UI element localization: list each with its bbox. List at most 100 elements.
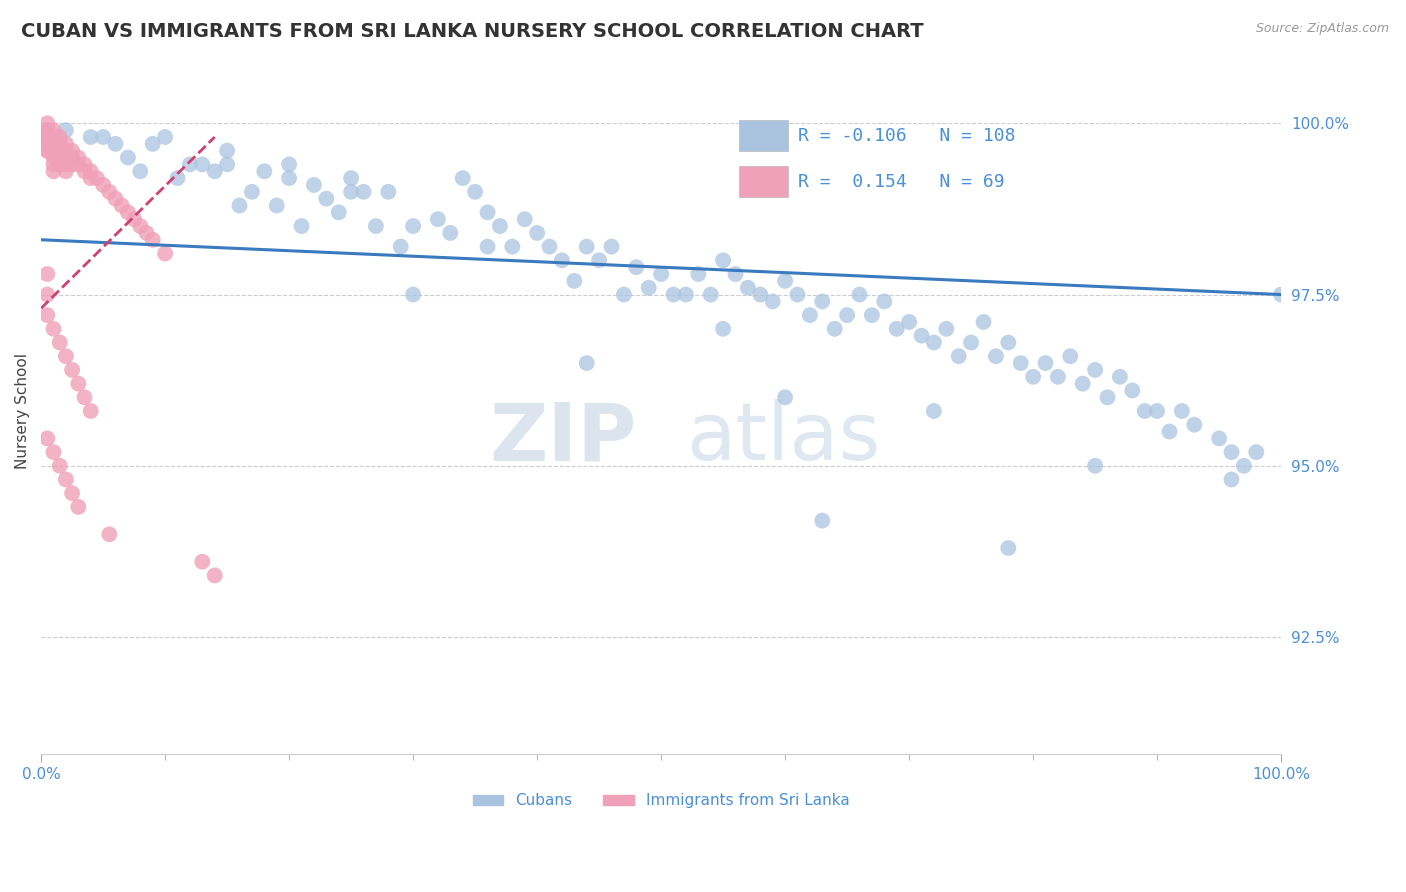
Point — [1208, 431, 1230, 445]
Point — [1159, 425, 1181, 439]
Point — [1146, 404, 1168, 418]
Point — [1097, 390, 1119, 404]
Point — [73, 164, 96, 178]
Point — [551, 253, 574, 268]
Point — [910, 328, 932, 343]
Point — [37, 130, 59, 145]
Point — [80, 164, 103, 178]
Text: CUBAN VS IMMIGRANTS FROM SRI LANKA NURSERY SCHOOL CORRELATION CHART: CUBAN VS IMMIGRANTS FROM SRI LANKA NURSE… — [21, 22, 924, 41]
Point — [340, 185, 363, 199]
Point — [228, 198, 250, 212]
Point — [575, 239, 598, 253]
Point — [662, 287, 685, 301]
Point — [60, 151, 83, 165]
Point — [935, 322, 957, 336]
Point — [477, 205, 499, 219]
Point — [42, 157, 65, 171]
Point — [328, 205, 350, 219]
Point — [191, 157, 214, 171]
Point — [315, 192, 337, 206]
Point — [204, 164, 226, 178]
Point — [48, 157, 70, 171]
Point — [55, 473, 77, 487]
Point — [204, 568, 226, 582]
Point — [848, 287, 870, 301]
Point — [1220, 445, 1243, 459]
Point — [48, 136, 70, 151]
Point — [153, 246, 176, 260]
Point — [42, 130, 65, 145]
Point — [135, 226, 157, 240]
Point — [240, 185, 263, 199]
Text: atlas: atlas — [686, 400, 880, 477]
Point — [1220, 473, 1243, 487]
Point — [166, 171, 188, 186]
Point — [37, 123, 59, 137]
Point — [873, 294, 896, 309]
Point — [737, 281, 759, 295]
Point — [997, 335, 1019, 350]
Point — [973, 315, 995, 329]
Point — [353, 185, 375, 199]
Legend: Cubans, Immigrants from Sri Lanka: Cubans, Immigrants from Sri Lanka — [467, 787, 856, 814]
Point — [55, 151, 77, 165]
Point — [860, 308, 883, 322]
Point — [42, 136, 65, 151]
Y-axis label: Nursery School: Nursery School — [15, 353, 30, 469]
Point — [1233, 458, 1256, 473]
Point — [526, 226, 548, 240]
Point — [824, 322, 846, 336]
Point — [104, 192, 127, 206]
Point — [42, 445, 65, 459]
Point — [37, 123, 59, 137]
Point — [1182, 417, 1205, 432]
Point — [42, 123, 65, 137]
Point — [37, 130, 59, 145]
Point — [835, 308, 858, 322]
Point — [1059, 349, 1081, 363]
Point — [278, 157, 301, 171]
Point — [104, 136, 127, 151]
Point — [111, 198, 134, 212]
Point — [1246, 445, 1268, 459]
Point — [48, 151, 70, 165]
Point — [37, 308, 59, 322]
Point — [724, 267, 747, 281]
Point — [588, 253, 610, 268]
Point — [37, 136, 59, 151]
Point — [786, 287, 808, 301]
Point — [711, 253, 734, 268]
Point — [55, 123, 77, 137]
Point — [37, 136, 59, 151]
Point — [688, 267, 710, 281]
Point — [377, 185, 399, 199]
Point — [613, 287, 636, 301]
Point — [1171, 404, 1194, 418]
Point — [48, 458, 70, 473]
Point — [984, 349, 1007, 363]
Point — [55, 144, 77, 158]
Point — [80, 404, 103, 418]
Point — [98, 527, 121, 541]
Point — [501, 239, 523, 253]
Point — [67, 500, 90, 514]
Point — [1035, 356, 1057, 370]
Point — [42, 136, 65, 151]
Point — [773, 274, 796, 288]
Point — [48, 144, 70, 158]
Point — [55, 349, 77, 363]
Point — [799, 308, 821, 322]
Point — [675, 287, 697, 301]
Point — [91, 178, 114, 192]
Text: ZIP: ZIP — [489, 400, 637, 477]
Point — [898, 315, 921, 329]
Point — [1022, 369, 1045, 384]
Text: Source: ZipAtlas.com: Source: ZipAtlas.com — [1256, 22, 1389, 36]
Point — [55, 136, 77, 151]
Point — [1270, 287, 1292, 301]
Point — [773, 390, 796, 404]
Point — [997, 541, 1019, 555]
Point — [464, 185, 486, 199]
Point — [922, 404, 945, 418]
Point — [217, 144, 239, 158]
